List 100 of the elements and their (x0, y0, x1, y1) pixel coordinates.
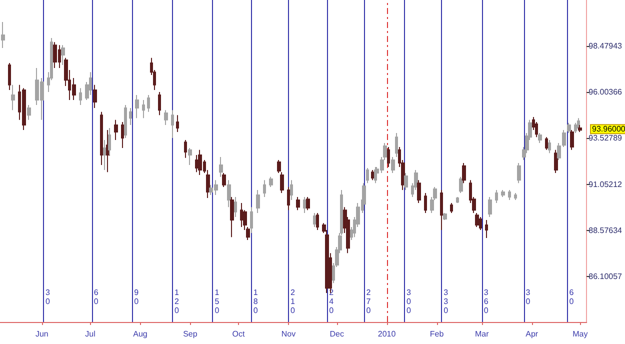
x-tick-label: Feb (430, 330, 444, 338)
candlestick (22, 88, 26, 130)
ref-line-label: 330 (444, 288, 449, 315)
candlestick (222, 172, 226, 188)
x-tick-label: Jun (35, 330, 48, 338)
candlestick (545, 136, 548, 150)
candlestick (306, 196, 310, 211)
candlestick (485, 219, 488, 239)
candlestick (8, 62, 11, 90)
candlestick (567, 122, 571, 134)
ref-line-label: 30 (526, 288, 531, 306)
candlestick (79, 88, 82, 106)
candlestick (184, 140, 187, 158)
candlestick (234, 196, 237, 218)
candlestick (517, 162, 521, 184)
x-tick-label: Apr (526, 330, 538, 338)
candlestick (296, 196, 300, 211)
candlestick (256, 189, 260, 214)
y-tick-label: 96.00366 (588, 88, 623, 97)
x-tick-label: Dec (330, 330, 344, 338)
candlestick (313, 212, 316, 228)
candlestick (443, 212, 447, 220)
candlestick (417, 180, 421, 204)
x-tick-label: Mar (474, 330, 490, 338)
candlestick (316, 212, 319, 230)
candlestick (508, 189, 511, 201)
y-tick-label: 86.10057 (588, 272, 623, 282)
candlestick (557, 142, 561, 160)
x-tick-label: May (572, 330, 588, 338)
candlestick (479, 216, 482, 230)
text: 93.96000 (592, 124, 625, 134)
candlestick (158, 92, 161, 116)
candlestick (198, 149, 202, 176)
x-tick-label: Sep (183, 330, 198, 338)
ref-line-label: 270 (366, 288, 372, 315)
candlestick (135, 94, 139, 119)
candlestick (535, 121, 538, 138)
candlestick (164, 110, 168, 126)
candlestick (371, 170, 374, 181)
candlestick (219, 156, 223, 178)
candlestick (554, 149, 558, 174)
ref-line-label: 180 (253, 288, 258, 315)
ref-line-label: 30 (46, 288, 51, 306)
y-tick-label: 88.57634 (588, 226, 623, 235)
candlestick (495, 189, 498, 204)
candlestick (440, 189, 443, 230)
y-tick-label: 91.05212 (588, 180, 623, 189)
candlestick (424, 192, 427, 214)
candlestick (303, 196, 306, 214)
ref-line-label: 60 (94, 288, 99, 306)
candlestick (366, 167, 369, 184)
ref-line-label: 60 (569, 288, 574, 306)
candlestick (459, 176, 463, 194)
x-tick-label: Aug (133, 330, 148, 338)
candlestick (387, 146, 390, 168)
candlestick (456, 196, 459, 204)
candlestick (27, 104, 31, 120)
candlestick (501, 189, 505, 198)
candlestick (114, 119, 118, 141)
candlestick (147, 94, 150, 112)
candlestick (538, 132, 542, 144)
candlestick (391, 156, 395, 174)
candlestick (280, 172, 284, 194)
x-tick-label: Oct (232, 330, 246, 338)
candlestick (287, 186, 290, 211)
ref-line-label: 360 (484, 288, 489, 315)
candlestick (1, 21, 5, 49)
candlestick (404, 172, 408, 190)
candlestick (61, 44, 65, 66)
candlestick (176, 114, 179, 133)
candlestick (11, 84, 15, 111)
candlestick (277, 159, 281, 174)
ref-line-label: 120 (174, 288, 180, 315)
x-tick-label: Jul (85, 330, 96, 338)
y-tick-label: 93.52789 (588, 134, 623, 143)
candlestick (142, 100, 145, 119)
x-tick-label: Nov (281, 330, 296, 338)
candlestick (250, 206, 253, 234)
candlestick (450, 202, 453, 214)
candlestick (570, 129, 574, 150)
candlestick (240, 202, 243, 228)
y-tick-label: 98.47943 (588, 42, 623, 51)
candlestick (395, 132, 398, 158)
candlestick (462, 162, 466, 184)
ref-line-label: 210 (290, 288, 296, 315)
candlestick (103, 140, 107, 171)
candlestick (269, 176, 273, 188)
candlestick (195, 154, 198, 173)
candlestick (121, 121, 124, 149)
candlestick (171, 110, 174, 138)
candlestick (93, 84, 97, 109)
candlestick (124, 104, 127, 138)
candlestick (562, 129, 566, 148)
candlestick (263, 180, 266, 198)
ref-line-label: 90 (134, 288, 140, 306)
candlestick (129, 108, 132, 126)
candlestick (475, 212, 479, 228)
candlestick (548, 140, 551, 154)
candlestick (100, 111, 103, 166)
candlestick (188, 148, 192, 166)
